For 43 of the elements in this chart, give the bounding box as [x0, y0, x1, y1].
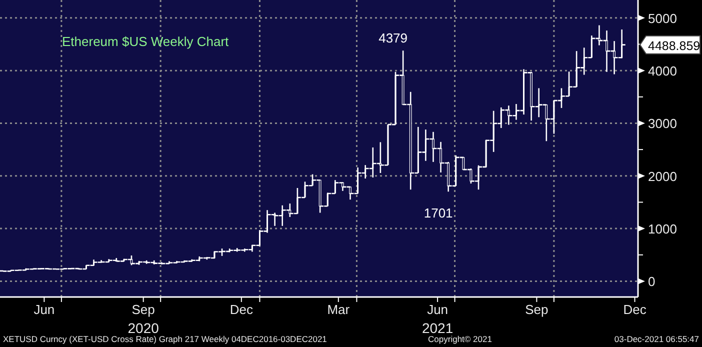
candlestick: [576, 50, 578, 88]
y-tick-label: 1000: [648, 222, 677, 237]
x-tick-label: Jun: [34, 302, 55, 317]
candlestick: [500, 106, 502, 129]
y-tick-label: 5000: [648, 10, 677, 26]
candlestick: [621, 28, 623, 59]
candlestick: [440, 141, 442, 174]
candlestick: [394, 71, 396, 126]
candlestick: [553, 100, 555, 134]
candlestick: [387, 124, 389, 166]
candlestick: [590, 34, 592, 58]
candlestick: [258, 229, 260, 247]
y-tick-label: 0: [648, 274, 656, 290]
x-tick-label: Mar: [327, 302, 350, 317]
x-tick-label: Sep: [525, 302, 548, 317]
candlestick: [357, 166, 359, 194]
text: 03-Dec-2021 06:55:47: [614, 334, 700, 344]
y-tick-label: 2000: [648, 168, 677, 184]
candlestick: [462, 156, 465, 171]
text: XETUSD Curncy (XET-USD Cross Rate) Graph 217 Weekly 04DEC2016-03DEC2021: [3, 334, 328, 344]
text: Copyright© 2021: [428, 334, 492, 344]
candlestick: [545, 104, 548, 142]
annotation: 1701: [424, 206, 453, 221]
y-tick-label: 3000: [648, 116, 677, 132]
candlestick: [478, 164, 480, 190]
candlestick: [304, 181, 306, 198]
annotation: 4488.859: [648, 38, 700, 53]
x-tick-label: Dec: [623, 302, 647, 317]
y-tick-label: 4000: [648, 64, 677, 79]
x-tick-label: Sep 2020: [128, 302, 160, 336]
candlestick: [417, 126, 419, 174]
candlestick: [447, 161, 450, 192]
x-tick-label: Jun 2021: [422, 302, 454, 336]
x-tick-label: Dec: [230, 302, 254, 317]
candlestick: [296, 187, 298, 214]
candlestick: [492, 110, 494, 153]
candlestick: [326, 192, 328, 207]
text: Ethereum $US Weekly Chart: [62, 34, 230, 49]
candlestick: [485, 139, 487, 168]
candlestick: [266, 209, 268, 234]
candlestick: [455, 154, 457, 187]
candlestick: [424, 128, 426, 162]
annotation: 4379: [378, 30, 408, 46]
